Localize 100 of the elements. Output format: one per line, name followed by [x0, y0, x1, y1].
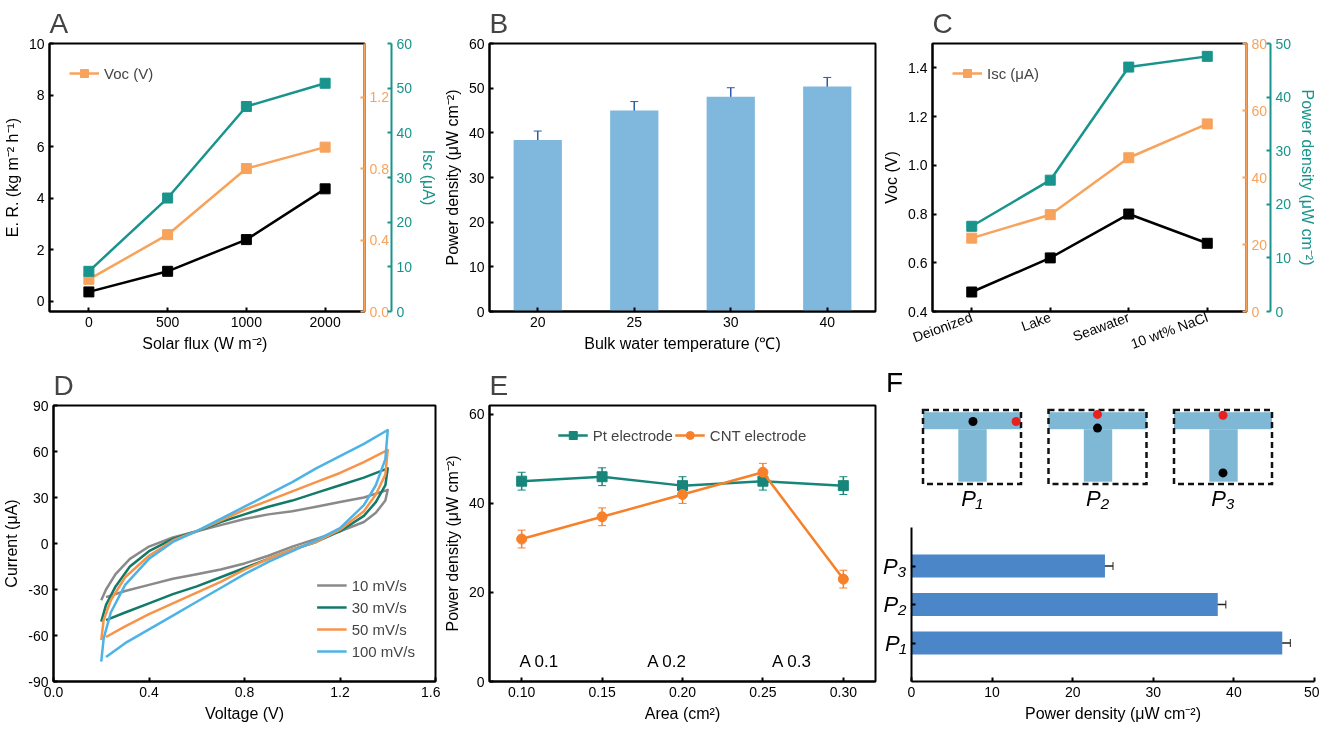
y3-tick-label: 30: [396, 169, 413, 186]
point: [319, 77, 331, 89]
legend-label: Isc (μA): [987, 64, 1039, 82]
y-tick-label: 20: [468, 214, 485, 231]
y2-tick-label: 20: [1251, 236, 1268, 253]
x-tick-label: 20: [1064, 683, 1081, 700]
text: P₁: [961, 486, 983, 511]
y-tick-label: 2: [36, 241, 45, 258]
y-tick-label: 60: [468, 35, 485, 52]
chart-title: C: [932, 7, 953, 39]
x-tick-label: 0.4: [139, 683, 159, 700]
y-tick-label: -30: [28, 581, 49, 598]
y-tick-label: 30: [32, 489, 49, 506]
y3-tick-label: 50: [396, 80, 413, 97]
point: [1123, 61, 1135, 73]
annotation: A 0.2: [647, 651, 686, 671]
legend-label: 100 mV/s: [351, 642, 415, 660]
y-tick-label: P₃: [883, 553, 907, 579]
point: [162, 192, 174, 204]
point: [162, 265, 174, 277]
annotation: A 0.1: [519, 651, 559, 671]
point: [240, 100, 252, 112]
y3-tick-label: 40: [396, 124, 413, 141]
x-tick-label: 0.10: [508, 683, 536, 700]
y-tick-label: 1.0: [908, 157, 928, 174]
point: [596, 511, 608, 523]
legend-label: 50 mV/s: [351, 620, 407, 638]
point: [516, 533, 528, 545]
x-tick-label: Lake: [1018, 308, 1054, 335]
y-axis-title: Power density (μW cm⁻²): [443, 89, 461, 266]
point: [1044, 174, 1056, 186]
y-tick-label: 1.2: [908, 108, 928, 125]
point: [837, 480, 849, 492]
x-tick-label: 30: [722, 313, 739, 330]
y-tick-label: -60: [28, 627, 49, 644]
x-tick-label: 1000: [230, 313, 263, 330]
point: [83, 265, 95, 277]
chart-title: D: [53, 369, 74, 401]
y-tick-label: 0.8: [908, 206, 928, 223]
x-tick-label: 500: [155, 313, 180, 330]
x-tick-label: 0: [84, 313, 93, 330]
y2-tick-label: 0.8: [369, 160, 390, 177]
x-tick-label: 0.8: [234, 683, 255, 700]
x-axis-title: Power density (μW cm⁻²): [1024, 704, 1202, 722]
point: [1123, 208, 1135, 220]
x-tick-label: 1.2: [330, 683, 350, 700]
y-axis-title: E. R. (kg m⁻² h⁻¹): [3, 117, 21, 238]
point: [1201, 237, 1213, 249]
point: [966, 286, 978, 298]
text: P₃: [1211, 486, 1235, 511]
y-tick-label: 40: [468, 495, 485, 512]
bar: [706, 96, 755, 312]
y-tick-label: 0: [40, 535, 49, 552]
y2-tick-label: 60: [1251, 102, 1268, 119]
bar: [911, 631, 1283, 655]
y3-axis-title: Power density (μW cm⁻²): [1299, 89, 1317, 266]
point: [1044, 209, 1056, 221]
point: [319, 183, 331, 195]
point: [966, 232, 978, 244]
y3-tick-label: 30: [1275, 142, 1292, 159]
x-tick-label: 10: [984, 683, 1001, 700]
y-tick-label: 30: [468, 169, 485, 186]
y2-tick-label: 40: [1251, 169, 1268, 186]
y-tick-label: 10: [28, 35, 45, 52]
chart-title: A: [49, 7, 69, 39]
text: P₂: [1085, 486, 1110, 511]
y3-tick-label: 60: [396, 35, 413, 52]
y-axis-title: Voc (V): [883, 151, 901, 204]
point: [966, 220, 978, 232]
point: [240, 163, 252, 175]
bar: [803, 86, 852, 312]
legend-label: 10 mV/s: [351, 576, 407, 594]
x-axis-title: Solar flux (W m⁻²): [142, 334, 268, 352]
x-axis-title: Area (cm²): [644, 704, 721, 722]
x-tick-label: 40: [1226, 683, 1242, 700]
y-tick-label: P₂: [883, 592, 908, 617]
y-axis-title: Power density (μW cm⁻²): [443, 455, 461, 632]
x-tick-label: 40: [819, 313, 836, 330]
y3-tick-label: 40: [1275, 89, 1292, 106]
x-tick-label: 0.20: [668, 683, 697, 700]
y-tick-label: 8: [36, 87, 45, 104]
point: [162, 229, 174, 241]
x-axis-title: Voltage (V): [204, 704, 285, 722]
bar: [513, 139, 562, 312]
y3-axis-title: Isc (μA): [420, 149, 438, 206]
point: [1123, 152, 1135, 164]
x-tick-label: 20: [529, 313, 546, 330]
y-tick-label: 90: [32, 397, 49, 414]
x-tick-label: 1.6: [421, 683, 441, 700]
point: [240, 234, 252, 246]
legend-label: CNT electrode: [709, 426, 807, 444]
y-tick-label: 40: [468, 124, 485, 141]
x-tick-label: 10 wt% NaCl: [1128, 308, 1210, 352]
y-tick-label: 20: [468, 584, 485, 601]
x-axis-title: Bulk water temperature (℃): [584, 334, 781, 352]
x-tick-label: 0.30: [829, 683, 858, 700]
bar: [911, 554, 1105, 578]
bar: [911, 592, 1218, 617]
y-tick-label: 10: [468, 258, 485, 275]
x-tick-label: 50: [1303, 683, 1319, 700]
